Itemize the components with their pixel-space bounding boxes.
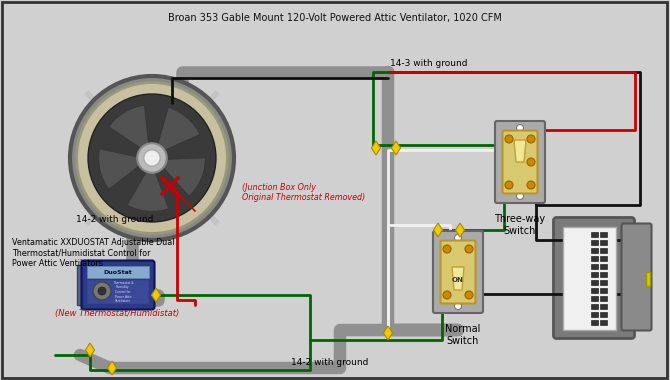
FancyBboxPatch shape — [553, 217, 634, 339]
Circle shape — [517, 125, 523, 131]
Circle shape — [527, 135, 535, 143]
Circle shape — [144, 150, 160, 166]
Bar — [591, 280, 598, 285]
FancyBboxPatch shape — [502, 130, 537, 193]
Bar — [600, 239, 607, 244]
Bar — [600, 263, 607, 269]
Text: ON: ON — [452, 277, 464, 283]
Bar — [600, 320, 607, 325]
Circle shape — [93, 282, 111, 300]
Bar — [600, 280, 607, 285]
Bar — [591, 296, 598, 301]
Circle shape — [70, 76, 234, 240]
Circle shape — [454, 302, 462, 309]
Circle shape — [465, 291, 473, 299]
Bar — [600, 247, 607, 252]
Bar — [591, 312, 598, 317]
Bar — [600, 296, 607, 301]
Circle shape — [505, 181, 513, 189]
Polygon shape — [371, 141, 381, 155]
Polygon shape — [456, 223, 464, 237]
Polygon shape — [433, 223, 443, 237]
Bar — [591, 263, 598, 269]
Bar — [87, 280, 149, 304]
Bar — [591, 247, 598, 252]
FancyBboxPatch shape — [440, 241, 476, 304]
Polygon shape — [151, 288, 161, 302]
Bar — [563, 226, 616, 329]
Bar — [591, 288, 598, 293]
Bar — [591, 231, 598, 236]
FancyBboxPatch shape — [82, 261, 155, 309]
Circle shape — [527, 158, 535, 166]
Bar — [600, 304, 607, 309]
Bar — [600, 231, 607, 236]
Circle shape — [517, 193, 523, 200]
Text: Thermostat &
Humidity
Control for
Power Attic
Ventilators: Thermostat & Humidity Control for Power … — [113, 281, 133, 303]
Circle shape — [527, 181, 535, 189]
Bar — [591, 239, 598, 244]
Text: Ventamatic XXDUOSTAT Adjustable Dual
Thermostat/Humidistat Control for
Power Att: Ventamatic XXDUOSTAT Adjustable Dual The… — [12, 238, 174, 268]
Bar — [600, 288, 607, 293]
Text: DuoStat: DuoStat — [104, 269, 133, 274]
FancyBboxPatch shape — [495, 121, 545, 203]
Text: (New Thermostat/Humidistat): (New Thermostat/Humidistat) — [55, 309, 180, 318]
Circle shape — [443, 245, 451, 253]
Polygon shape — [107, 361, 117, 375]
Bar — [600, 255, 607, 261]
Text: Three-way
Switch: Three-way Switch — [494, 214, 545, 236]
FancyBboxPatch shape — [622, 223, 651, 331]
Circle shape — [88, 94, 216, 222]
Bar — [87, 266, 149, 278]
FancyBboxPatch shape — [433, 231, 483, 313]
Bar — [600, 271, 607, 277]
Text: (Junction Box Only
Original Thermostat Removed): (Junction Box Only Original Thermostat R… — [242, 183, 365, 203]
Bar — [600, 312, 607, 317]
Text: 14-2 with ground: 14-2 with ground — [76, 215, 153, 224]
Circle shape — [465, 245, 473, 253]
Polygon shape — [86, 343, 94, 357]
Text: Broan 353 Gable Mount 120-Volt Powered Attic Ventilator, 1020 CFM: Broan 353 Gable Mount 120-Volt Powered A… — [168, 13, 502, 23]
Text: 14-3 with ground: 14-3 with ground — [390, 59, 468, 68]
Circle shape — [76, 82, 227, 233]
Polygon shape — [109, 105, 149, 148]
Circle shape — [454, 234, 462, 242]
Polygon shape — [163, 158, 205, 196]
Polygon shape — [98, 149, 139, 189]
Bar — [591, 320, 598, 325]
Polygon shape — [452, 267, 464, 290]
Circle shape — [137, 143, 167, 173]
Polygon shape — [391, 141, 401, 155]
Bar — [645, 272, 649, 286]
Bar — [591, 304, 598, 309]
Circle shape — [98, 287, 106, 295]
Bar — [591, 255, 598, 261]
Bar — [591, 271, 598, 277]
FancyBboxPatch shape — [77, 265, 84, 305]
Text: Normal
Switch: Normal Switch — [446, 324, 480, 345]
Polygon shape — [158, 107, 200, 150]
Polygon shape — [127, 172, 169, 211]
Circle shape — [505, 135, 513, 143]
Polygon shape — [383, 326, 393, 340]
Circle shape — [443, 291, 451, 299]
Text: 14-2 with ground: 14-2 with ground — [291, 358, 368, 367]
Polygon shape — [514, 140, 526, 162]
